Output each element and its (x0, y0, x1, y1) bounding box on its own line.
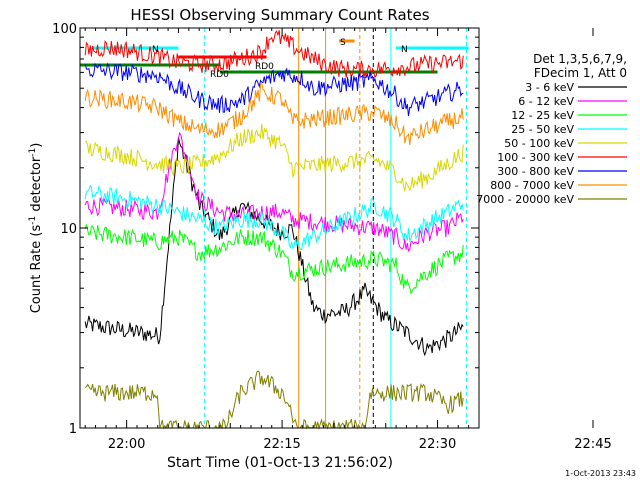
series-line-7 (84, 82, 464, 145)
legend-label-1: 6 - 12 keV (518, 95, 574, 108)
y-tick-label-1: 10 (60, 222, 77, 237)
legend-label-2: 12 - 25 keV (511, 109, 574, 122)
y-tick-label-0: 1 (69, 422, 77, 437)
x-tick-label-0: 22:00 (108, 437, 145, 452)
legend: Det 1,3,5,6,7,9, FDecim 1, Att 0 3 - 6 k… (476, 52, 627, 206)
y-axis-label-mid: detector (29, 156, 44, 216)
series-line-2 (84, 224, 464, 295)
x-tick-label-1: 22:15 (263, 437, 300, 452)
y-axis-label-main: Count Rate (s (29, 225, 44, 314)
series-line-4 (84, 123, 464, 192)
s-label: S (340, 38, 346, 48)
y-axis-label-sup-1: -1 (28, 216, 38, 225)
legend-label-0: 3 - 6 keV (525, 81, 574, 94)
chart-title: HESSI Observing Summary Count Rates (130, 6, 429, 24)
series-line-6 (84, 62, 464, 117)
series-line-1 (84, 131, 464, 253)
plot-area: N N RD0 RD0 S (79, 28, 469, 430)
x-tick-label-3: 22:45 (574, 437, 611, 452)
legend-label-6: 300 - 800 keV (497, 165, 574, 178)
y-axis-label-end: ) (29, 143, 44, 148)
legend-header-2: FDecim 1, Att 0 (534, 66, 627, 80)
rd0-label-2: RD0 (210, 70, 229, 80)
series-line-0 (84, 137, 464, 357)
series-line-8 (84, 370, 464, 430)
y-axis: 1 10 100 (52, 22, 479, 437)
legend-label-4: 50 - 100 keV (504, 137, 574, 150)
y-axis-label: Count Rate (s-1 detector-1) (28, 143, 44, 314)
x-axis-label: Start Time (01-Oct-13 21:56:02) (167, 455, 393, 471)
n-label-2: N (401, 45, 408, 55)
legend-label-3: 25 - 50 keV (511, 123, 574, 136)
legend-label-5: 100 - 300 keV (497, 151, 574, 164)
legend-label-7: 800 - 7000 keV (490, 179, 574, 192)
legend-label-8: 7000 - 20000 keV (476, 193, 574, 206)
x-tick-label-2: 22:30 (419, 437, 456, 452)
y-axis-label-sup-2: -1 (28, 148, 38, 157)
rd0-label-1: RD0 (255, 62, 274, 72)
n-label-1: N (152, 45, 159, 55)
legend-header-1: Det 1,3,5,6,7,9, (533, 52, 627, 66)
plot-timestamp: 1-Oct-2013 23:43 (565, 469, 636, 478)
y-tick-label-2: 100 (52, 22, 77, 37)
series-line-3 (84, 184, 464, 251)
series-line-5 (84, 30, 464, 79)
